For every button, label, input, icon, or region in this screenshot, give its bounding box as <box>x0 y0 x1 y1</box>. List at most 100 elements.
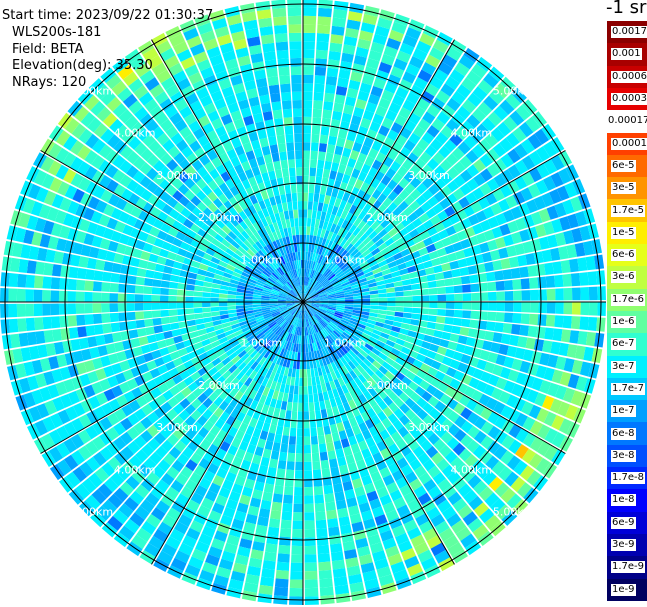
range-gate-cell <box>187 272 198 280</box>
range-gate-cell <box>154 91 169 105</box>
range-gate-cell <box>221 550 236 563</box>
range-gate-cell <box>198 382 210 393</box>
range-gate-cell <box>411 506 425 519</box>
range-gate-cell <box>311 252 316 262</box>
colorbar-level-label: 6e-8 <box>611 427 636 440</box>
azimuth-spoke <box>302 39 455 303</box>
range-gate-cell <box>118 211 130 224</box>
range-gate-cell <box>146 360 157 371</box>
range-gate-cell <box>351 521 364 533</box>
range-gate-cell <box>56 442 71 458</box>
range-gate-cell <box>544 428 558 444</box>
range-gate-cell <box>218 193 229 204</box>
range-gate-cell <box>326 309 335 314</box>
range-gate-cell <box>285 262 291 272</box>
range-gate-cell <box>596 270 606 285</box>
range-gate-cell <box>387 260 398 269</box>
range-gate-cell <box>63 168 77 184</box>
range-gate-cell <box>312 461 321 470</box>
range-gate-cell <box>467 328 478 338</box>
range-gate-cell <box>84 150 98 165</box>
range-gate-cell <box>248 176 257 187</box>
range-gate-cell <box>309 419 317 428</box>
colorbar-level: 0.0001 <box>607 132 647 156</box>
range-gate-cell <box>416 97 431 111</box>
range-gate-cell <box>318 254 324 264</box>
range-gate-cell <box>261 236 269 246</box>
range-gate-cell <box>252 304 262 308</box>
range-gate-cell <box>25 303 34 317</box>
range-gate-cell <box>194 147 206 159</box>
range-gate-cell <box>304 461 312 471</box>
range-gate-cell <box>572 407 586 424</box>
range-gate-cell <box>239 384 248 394</box>
range-gate-cell <box>263 339 272 348</box>
range-gate-cell <box>309 307 317 314</box>
range-gate-cell <box>319 302 329 305</box>
range-gate-cell <box>327 324 335 332</box>
range-gate-cell <box>60 265 70 278</box>
range-gate-cell <box>479 219 492 232</box>
range-gate-cell <box>258 200 267 210</box>
range-gate-cell <box>126 151 140 165</box>
range-gate-cell <box>529 420 543 436</box>
range-gate-cell <box>418 213 430 224</box>
range-gate-cell <box>242 71 255 83</box>
range-gate-cell <box>495 280 505 291</box>
range-gate-cell <box>172 165 184 177</box>
range-gate-cell <box>512 499 529 515</box>
range-gate-cell <box>343 312 352 318</box>
range-gate-cell <box>495 377 508 390</box>
range-gate-cell <box>122 460 137 475</box>
range-gate-cell <box>393 316 403 323</box>
range-gate-cell <box>324 433 333 444</box>
range-gate-cell <box>422 414 435 427</box>
range-gate-cell <box>511 87 527 104</box>
range-gate-cell <box>182 506 196 520</box>
range-gate-cell <box>70 254 81 267</box>
range-gate-cell <box>377 288 387 294</box>
range-gate-cell <box>202 312 212 318</box>
range-gate-cell <box>303 209 308 218</box>
range-gate-cell <box>521 290 531 301</box>
range-gate-cell <box>306 234 310 244</box>
range-gate-cell <box>185 284 195 291</box>
colorbar-level-label: 0.0006 <box>611 70 647 83</box>
range-gate-cell <box>146 181 159 194</box>
range-gate-cell <box>178 195 190 207</box>
range-gate-cell <box>63 378 76 393</box>
range-gate-cell <box>20 347 32 362</box>
range-gate-cell <box>291 317 297 326</box>
range-gate-cell <box>265 360 273 370</box>
range-gate-cell <box>76 314 86 326</box>
range-gate-cell <box>501 434 515 450</box>
range-gate-cell <box>382 186 393 197</box>
range-gate-cell <box>304 478 313 488</box>
range-gate-cell <box>303 310 306 319</box>
range-gate-cell <box>344 306 354 310</box>
range-gate-cell <box>461 318 471 328</box>
range-gate-cell <box>361 302 371 306</box>
range-gate-cell <box>252 297 262 300</box>
range-gate-cell <box>260 325 269 332</box>
range-gate-cell <box>161 371 172 382</box>
range-gate-cell <box>160 401 173 414</box>
range-gate-cell <box>178 514 193 527</box>
colorbar-level-label: 1e-7 <box>611 405 636 418</box>
range-gate-cell <box>279 409 286 419</box>
range-gate-cell <box>273 372 280 382</box>
range-gate-cell <box>247 505 260 517</box>
range-gate-cell <box>357 323 366 329</box>
range-gate-cell <box>562 273 572 287</box>
range-gate-cell <box>268 343 276 352</box>
range-gate-cell <box>72 242 84 255</box>
range-gate-cell <box>244 305 253 309</box>
range-gate-cell <box>114 221 126 233</box>
range-gate-cell <box>300 310 303 319</box>
range-gate-cell <box>353 55 367 66</box>
range-gate-cell <box>358 210 367 220</box>
range-gate-cell <box>472 86 488 101</box>
range-gate-cell <box>352 367 362 377</box>
range-gate-cell <box>309 291 317 297</box>
range-gate-cell <box>324 92 335 103</box>
